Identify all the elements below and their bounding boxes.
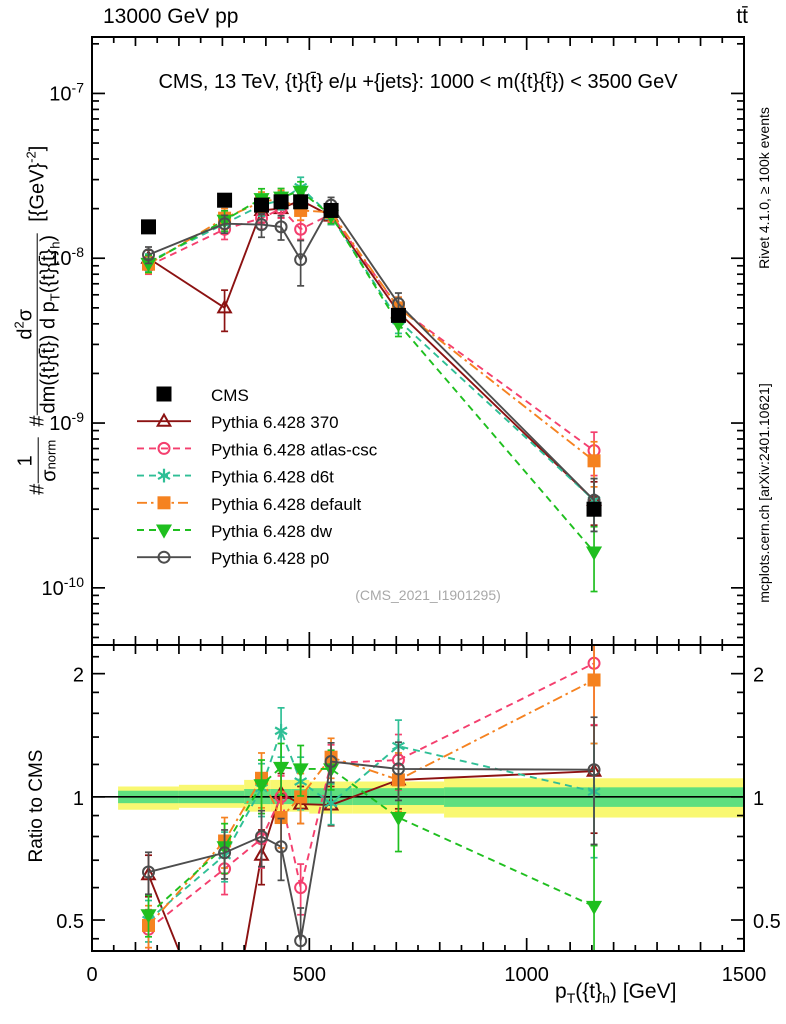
data-marker bbox=[140, 909, 157, 924]
data-marker bbox=[293, 194, 309, 210]
data-marker bbox=[587, 454, 601, 468]
y-tick-label-ratio-right: 1 bbox=[753, 788, 764, 810]
y-tick-label-ratio: 2 bbox=[73, 665, 84, 687]
side-label-rivet: Rivet 4.1.0, ≥ 100k events bbox=[756, 107, 772, 269]
data-marker bbox=[142, 865, 156, 879]
plot-title-text: CMS, 13 TeV, {t}{t̄} e/µ +{jets}: 1000 <… bbox=[158, 71, 678, 93]
data-marker bbox=[390, 812, 407, 827]
data-marker bbox=[390, 307, 406, 323]
data-marker bbox=[324, 754, 338, 768]
data-marker bbox=[323, 202, 339, 218]
data-marker bbox=[273, 761, 290, 777]
ratio-uncertainty-bands bbox=[92, 778, 744, 818]
ratio-panel-frame bbox=[91, 644, 745, 952]
data-marker bbox=[155, 412, 173, 427]
x-tick-label: 1500 bbox=[722, 964, 767, 986]
data-marker bbox=[274, 840, 288, 854]
series-line bbox=[147, 662, 595, 930]
data-marker bbox=[391, 762, 405, 776]
legend-label: Pythia 6.428 370 bbox=[211, 413, 339, 432]
series-line bbox=[147, 199, 595, 501]
data-marker bbox=[157, 471, 171, 480]
x-tick-label: 1000 bbox=[504, 964, 549, 986]
legend-label: Pythia 6.428 p0 bbox=[211, 549, 329, 568]
legend: CMS Pythia 6.428 370 Pythia 6.428 atlas-cs… bbox=[137, 386, 378, 568]
side-label-mcplots: mcplots.cern.ch [arXiv:2401.10621] bbox=[756, 383, 772, 603]
y-tick-label-ratio: 1 bbox=[73, 788, 84, 810]
x-tick-label: 0 bbox=[86, 964, 97, 986]
data-marker bbox=[141, 219, 157, 235]
data-marker bbox=[217, 192, 233, 208]
y-tick-label-main: 10-7 bbox=[49, 79, 84, 105]
data-marker bbox=[255, 218, 269, 232]
series-line bbox=[148, 760, 595, 941]
main-panel-frame bbox=[91, 36, 745, 646]
data-marker bbox=[218, 846, 232, 860]
data-marker bbox=[254, 197, 270, 213]
data-marker bbox=[155, 524, 173, 539]
legend-item-p370[interactable]: Pythia 6.428 370 bbox=[137, 412, 339, 432]
y-axis-label-ratio: Ratio to CMS bbox=[26, 749, 47, 863]
legend-item-default[interactable]: Pythia 6.428 default bbox=[137, 495, 362, 514]
watermark: (CMS_2021_I1901295) bbox=[355, 587, 501, 603]
main-panel-data bbox=[140, 176, 603, 593]
series-line bbox=[147, 766, 595, 916]
data-marker bbox=[585, 900, 603, 915]
y-tick-label-ratio-right: 2 bbox=[753, 665, 764, 687]
x-tick-label: 500 bbox=[293, 964, 326, 986]
legend-label: Pythia 6.428 atlas-csc bbox=[211, 440, 378, 459]
y-tick-label-ratio-right: 0.5 bbox=[753, 911, 781, 933]
data-marker bbox=[294, 253, 308, 267]
panel-frame bbox=[91, 36, 745, 646]
data-marker bbox=[294, 934, 308, 948]
ratio-panel-data bbox=[140, 645, 603, 951]
data-marker bbox=[218, 217, 232, 231]
header-left: 13000 GeV pp bbox=[103, 5, 239, 28]
data-marker bbox=[586, 501, 602, 517]
legend-item-d6t[interactable]: Pythia 6.428 d6t bbox=[137, 468, 334, 487]
data-marker bbox=[294, 222, 308, 236]
legend-label: Pythia 6.428 default bbox=[211, 495, 362, 514]
data-marker bbox=[324, 798, 338, 808]
series-line bbox=[147, 679, 595, 927]
series-line bbox=[148, 190, 595, 553]
x-axis-label: pT({t}h) [GeV] bbox=[555, 980, 677, 1007]
data-marker bbox=[292, 185, 309, 200]
watermark-text: (CMS_2021_I1901295) bbox=[355, 587, 501, 603]
data-marker bbox=[294, 881, 308, 895]
data-marker bbox=[273, 194, 289, 210]
legend-item-p0[interactable]: Pythia 6.428 p0 bbox=[137, 549, 329, 568]
data-marker bbox=[156, 386, 172, 402]
data-marker bbox=[274, 726, 288, 736]
data-marker bbox=[157, 550, 171, 564]
data-marker bbox=[585, 546, 603, 561]
data-marker bbox=[142, 248, 156, 262]
legend-label: CMS bbox=[211, 386, 249, 405]
legend-label: Pythia 6.428 d6t bbox=[211, 468, 334, 487]
data-marker bbox=[253, 779, 270, 794]
y-tick-label-main: 10-10 bbox=[42, 574, 85, 600]
y-tick-label-ratio: 0.5 bbox=[56, 911, 84, 933]
y-axis-label-main: # 1 σnorm # d2σ dm({t}{t̄}) d pT({t}{t̄}… bbox=[11, 145, 63, 495]
data-marker bbox=[274, 220, 288, 234]
plot-title: CMS, 13 TeV, {t}{t̄} e/µ +{jets}: 1000 <… bbox=[158, 71, 678, 93]
y-tick-label-main: 10-9 bbox=[49, 409, 84, 435]
legend-item-dw[interactable]: Pythia 6.428 dw bbox=[137, 522, 333, 541]
series-line bbox=[147, 728, 595, 921]
legend-item-atlascsc[interactable]: Pythia 6.428 atlas-csc bbox=[137, 440, 378, 459]
data-marker bbox=[255, 829, 269, 843]
data-marker bbox=[157, 496, 171, 510]
legend-item-cms[interactable]: CMS bbox=[156, 386, 249, 405]
data-marker bbox=[587, 673, 601, 687]
legend-label: Pythia 6.428 dw bbox=[211, 522, 333, 541]
data-marker bbox=[292, 763, 309, 778]
series-line bbox=[147, 770, 595, 951]
header-right: tt̄ bbox=[736, 5, 748, 28]
data-marker bbox=[216, 299, 233, 314]
data-marker bbox=[157, 441, 171, 455]
data-marker bbox=[587, 763, 601, 777]
